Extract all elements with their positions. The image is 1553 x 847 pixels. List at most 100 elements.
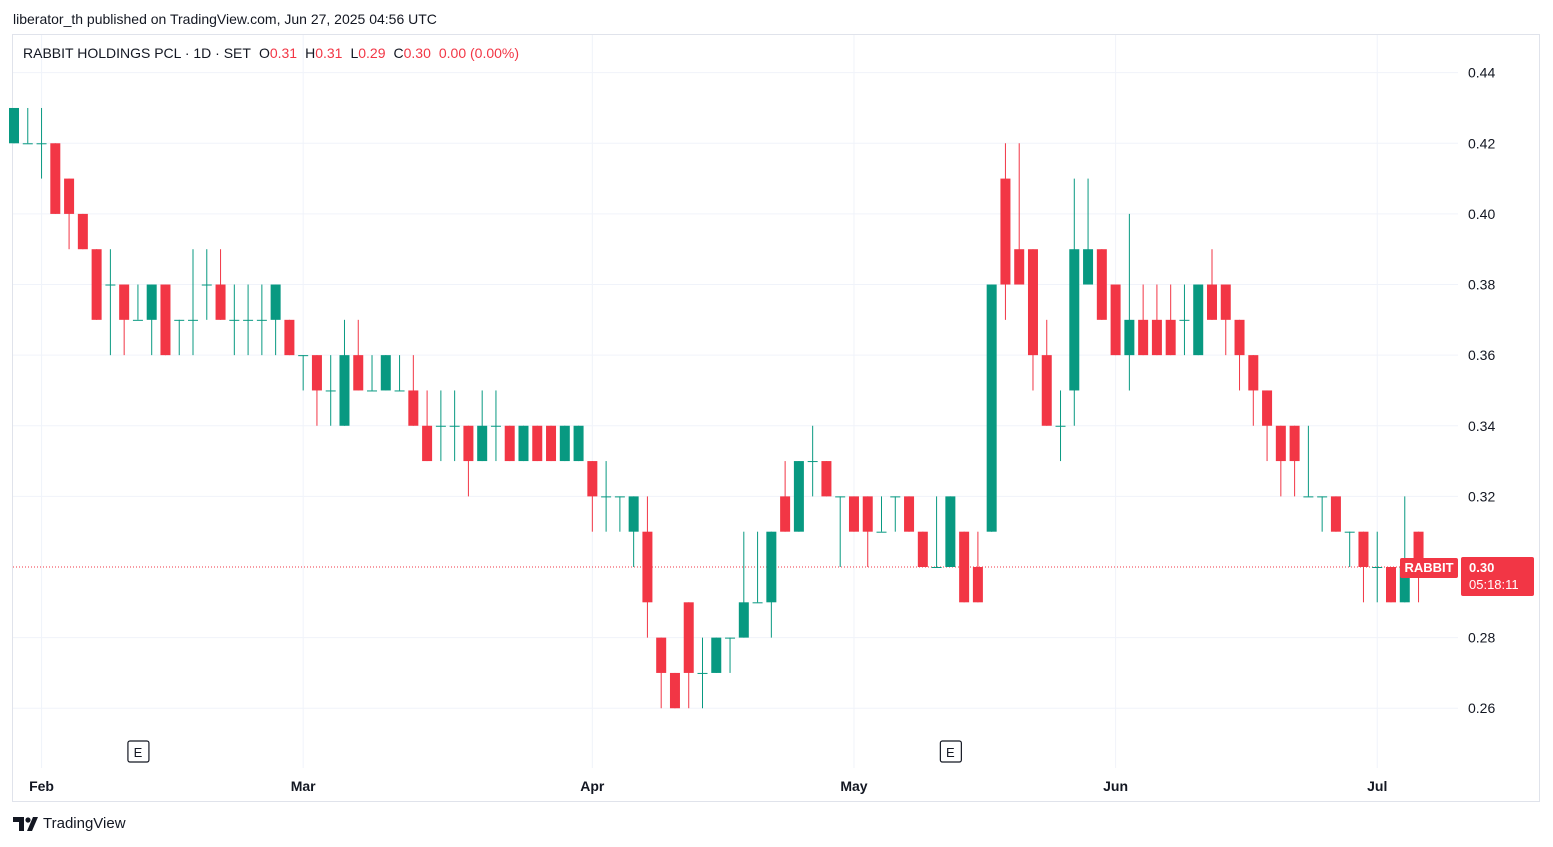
candle bbox=[504, 425, 515, 462]
candle bbox=[532, 425, 543, 462]
candle bbox=[642, 496, 653, 638]
candle-body bbox=[532, 425, 543, 462]
change-value: 0.00 (0.00%) bbox=[438, 45, 520, 61]
candle-body bbox=[160, 284, 171, 356]
candle bbox=[904, 496, 915, 532]
y-axis: 0.44 0.42 0.40 0.38 0.36 0.34 0.32 0.28 0.26 bbox=[1468, 65, 1495, 717]
last-price-value: 0.30 bbox=[1469, 560, 1495, 575]
candle bbox=[807, 425, 818, 497]
candle bbox=[160, 284, 171, 356]
candle-body bbox=[711, 637, 722, 673]
candle-body bbox=[353, 355, 364, 391]
candle-body bbox=[752, 602, 763, 604]
candle-body bbox=[463, 425, 474, 462]
candle-body bbox=[1262, 390, 1273, 426]
earnings-label: E bbox=[134, 745, 143, 760]
candle bbox=[1262, 390, 1273, 462]
candle-body bbox=[9, 107, 19, 144]
low-value: 0.29 bbox=[358, 45, 386, 61]
candle bbox=[270, 284, 281, 356]
candle-body bbox=[738, 602, 749, 638]
candle bbox=[298, 355, 309, 391]
candle bbox=[394, 355, 405, 392]
candle bbox=[669, 672, 680, 709]
candle bbox=[972, 531, 983, 603]
earnings-marker: E bbox=[127, 740, 150, 763]
candle-body bbox=[917, 531, 928, 567]
candle-body bbox=[490, 425, 501, 427]
candle bbox=[766, 531, 777, 638]
grid-lines bbox=[13, 35, 1458, 768]
x-tick-label: May bbox=[840, 778, 867, 794]
candle-body bbox=[628, 496, 639, 532]
candle bbox=[229, 284, 240, 356]
candle-body bbox=[1399, 567, 1410, 603]
y-tick-label: 0.40 bbox=[1468, 206, 1495, 222]
candle-body bbox=[243, 319, 254, 321]
candle-body bbox=[683, 602, 694, 673]
candle bbox=[1000, 143, 1011, 320]
candle bbox=[174, 319, 185, 356]
candle-body bbox=[601, 496, 612, 498]
candle bbox=[1344, 531, 1355, 567]
candle-body bbox=[959, 531, 970, 603]
x-tick-label: Feb bbox=[29, 778, 54, 794]
candle-body bbox=[504, 425, 515, 462]
candle bbox=[119, 284, 130, 356]
candle-body bbox=[848, 496, 859, 532]
candle bbox=[1110, 284, 1121, 356]
candle-body bbox=[311, 355, 322, 391]
last-price-badge: 0.30 05:18:11 bbox=[1461, 557, 1534, 596]
candle-body bbox=[1083, 249, 1094, 285]
candle-body bbox=[1014, 249, 1025, 285]
candle-body bbox=[270, 284, 281, 320]
candle-body bbox=[1344, 531, 1355, 533]
candle-body bbox=[174, 319, 185, 321]
candle bbox=[188, 249, 199, 356]
candle-body bbox=[229, 319, 240, 321]
candle-body bbox=[1151, 319, 1162, 356]
candle bbox=[683, 602, 694, 709]
candle-body bbox=[1041, 355, 1052, 426]
candle bbox=[1138, 284, 1149, 356]
candle bbox=[353, 319, 364, 391]
candle bbox=[1014, 143, 1025, 285]
candle-body bbox=[215, 284, 226, 320]
candle-body bbox=[477, 425, 488, 462]
candle bbox=[1041, 319, 1052, 426]
candle bbox=[656, 637, 667, 709]
candle-body bbox=[931, 567, 942, 568]
candle bbox=[284, 319, 295, 356]
candle bbox=[1055, 390, 1066, 462]
candle-body bbox=[298, 355, 309, 357]
tradingview-brand-text: TradingView bbox=[43, 815, 126, 832]
published-line: liberator_th published on TradingView.co… bbox=[13, 11, 437, 27]
tradingview-logo[interactable]: TradingView bbox=[13, 815, 126, 832]
candle-body bbox=[201, 284, 212, 286]
candle-body bbox=[1193, 284, 1204, 356]
candle-body bbox=[256, 319, 267, 321]
candle-body bbox=[380, 355, 391, 391]
y-tick-label: 0.28 bbox=[1468, 630, 1495, 646]
candle bbox=[876, 496, 887, 533]
candle bbox=[1275, 425, 1286, 497]
candle-body bbox=[780, 496, 791, 532]
candle bbox=[132, 284, 143, 321]
open-value: 0.31 bbox=[269, 45, 298, 61]
candle-body bbox=[945, 496, 956, 567]
symbol-legend: RABBIT HOLDINGS PCL · 1D · SET O0.31 H0.31… bbox=[23, 45, 519, 61]
x-tick-label: Jul bbox=[1367, 778, 1387, 794]
x-tick-label: Apr bbox=[580, 778, 605, 794]
open-label: O bbox=[258, 45, 270, 61]
chart-frame bbox=[12, 34, 1540, 802]
candle bbox=[518, 425, 529, 462]
candle-body bbox=[1027, 249, 1038, 356]
y-tick-label: 0.38 bbox=[1468, 277, 1495, 293]
candle-body bbox=[862, 496, 873, 532]
candle bbox=[697, 637, 708, 709]
candle bbox=[201, 249, 212, 320]
candle-body bbox=[1289, 425, 1300, 462]
candle bbox=[711, 637, 722, 673]
candle bbox=[9, 107, 19, 144]
